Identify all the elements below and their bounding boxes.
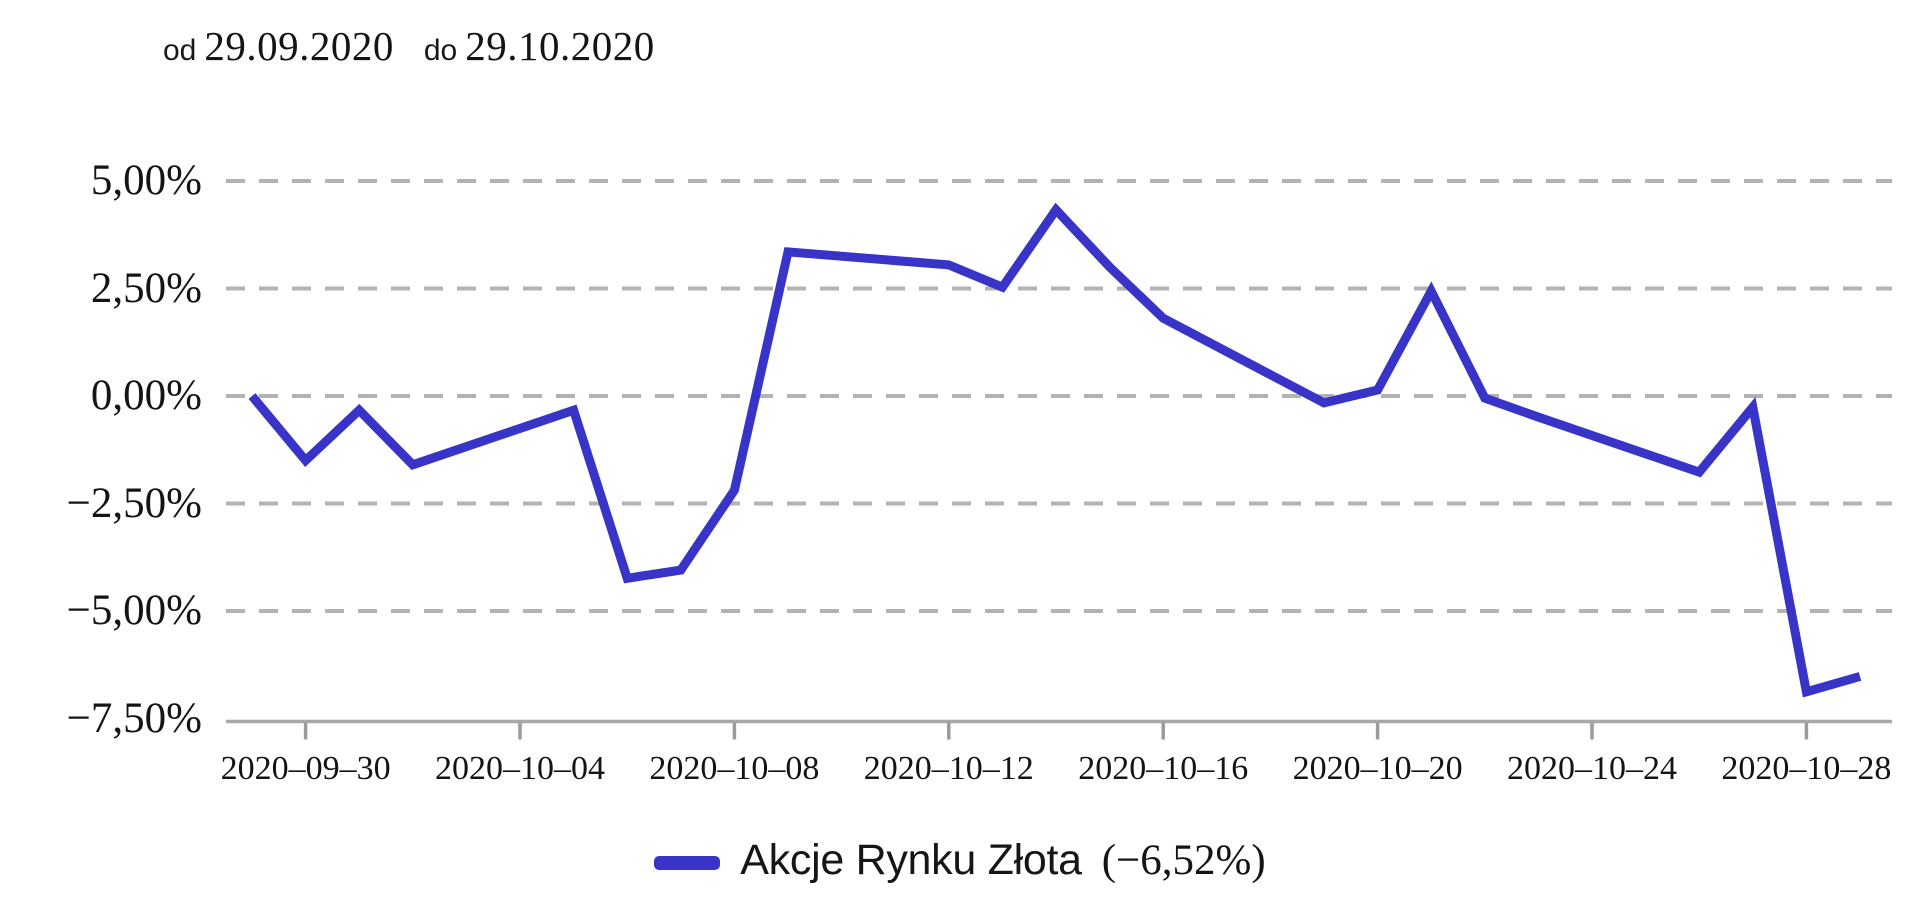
to-label: do — [423, 34, 458, 67]
x-tick-label: 2020–10–12 — [863, 750, 1034, 787]
from-label: od — [163, 34, 197, 67]
y-tick-label: −5,00% — [66, 587, 202, 634]
x-tick-label: 2020–10–20 — [1292, 750, 1463, 787]
x-tick-label: 2020–10–16 — [1078, 750, 1249, 787]
legend-series-label: Akcje Rynku Złota — [740, 836, 1082, 884]
y-tick-label: −2,50% — [66, 479, 202, 527]
x-tick-label: 2020–09–30 — [220, 750, 391, 787]
legend: Akcje Rynku Złota (−6,52%) — [0, 836, 1920, 885]
x-tick-label: 2020–10–04 — [435, 750, 605, 787]
y-tick-label: 0,00% — [90, 372, 202, 419]
y-tick-label: 5,00% — [90, 157, 202, 204]
to-date: 29.10.2020 — [465, 23, 655, 69]
y-tick-label: 2,50% — [90, 264, 202, 312]
x-tick-label: 2020–10–24 — [1507, 750, 1677, 787]
x-tick-label: 2020–10–28 — [1721, 750, 1892, 787]
series-line — [248, 202, 1862, 698]
legend-line-swatch — [654, 855, 721, 870]
date-range-header: od 29.09.2020 do 29.10.2020 — [163, 22, 655, 70]
from-date: 29.09.2020 — [204, 23, 394, 69]
y-tick-label: −7,50% — [66, 694, 202, 742]
legend-series-return: (−6,52%) — [1101, 837, 1266, 884]
x-tick-label: 2020–10–08 — [649, 750, 820, 787]
